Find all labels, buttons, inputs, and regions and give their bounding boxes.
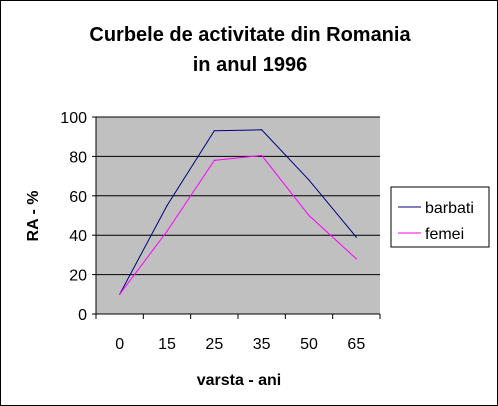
data-point-femei [119, 293, 121, 295]
series-line-femei [119, 154, 357, 295]
grid-lines [96, 116, 380, 276]
x-axis-label: varsta - ani [197, 372, 281, 389]
data-point-barbati [166, 205, 168, 207]
data-point-barbati [213, 130, 215, 132]
x-tick-label: 35 [253, 336, 271, 353]
data-point-femei [166, 230, 168, 232]
data-point-barbati [261, 129, 263, 131]
legend-box [390, 186, 490, 248]
x-tick-label: 65 [347, 336, 365, 353]
y-axis-ticks: 0 20 40 60 80 100 [60, 110, 96, 324]
y-axis-label: RA - % [25, 191, 42, 242]
y-tick-label: 100 [60, 110, 87, 127]
x-tick-label: 0 [115, 336, 124, 353]
chart-title-line1: Curbele de activitate din Romania [89, 24, 411, 46]
data-point-barbati [355, 236, 357, 238]
x-axis-ticks: 0 15 25 35 50 65 [95, 314, 381, 353]
data-point-femei [308, 214, 310, 217]
legend-label-femei: femei [425, 226, 464, 243]
data-point-barbati [308, 179, 310, 181]
y-tick-label: 0 [78, 307, 87, 324]
plot-area [96, 117, 380, 314]
y-tick-label: 40 [69, 228, 87, 245]
y-tick-label: 60 [69, 189, 87, 206]
series-lines [119, 129, 357, 295]
data-point-femei [355, 258, 357, 260]
data-point-femei [213, 159, 215, 161]
chart-title-line2: in anul 1996 [193, 54, 308, 76]
x-tick-label: 50 [300, 336, 318, 353]
legend-label-barbati: barbati [425, 200, 474, 217]
series-line-barbati [119, 129, 357, 295]
data-point-femei [261, 154, 263, 157]
x-tick-label: 15 [158, 336, 176, 353]
legend: barbati femei [390, 186, 490, 248]
x-tick-label: 25 [205, 336, 223, 353]
y-tick-label: 20 [69, 268, 87, 285]
y-tick-label: 80 [69, 149, 87, 166]
